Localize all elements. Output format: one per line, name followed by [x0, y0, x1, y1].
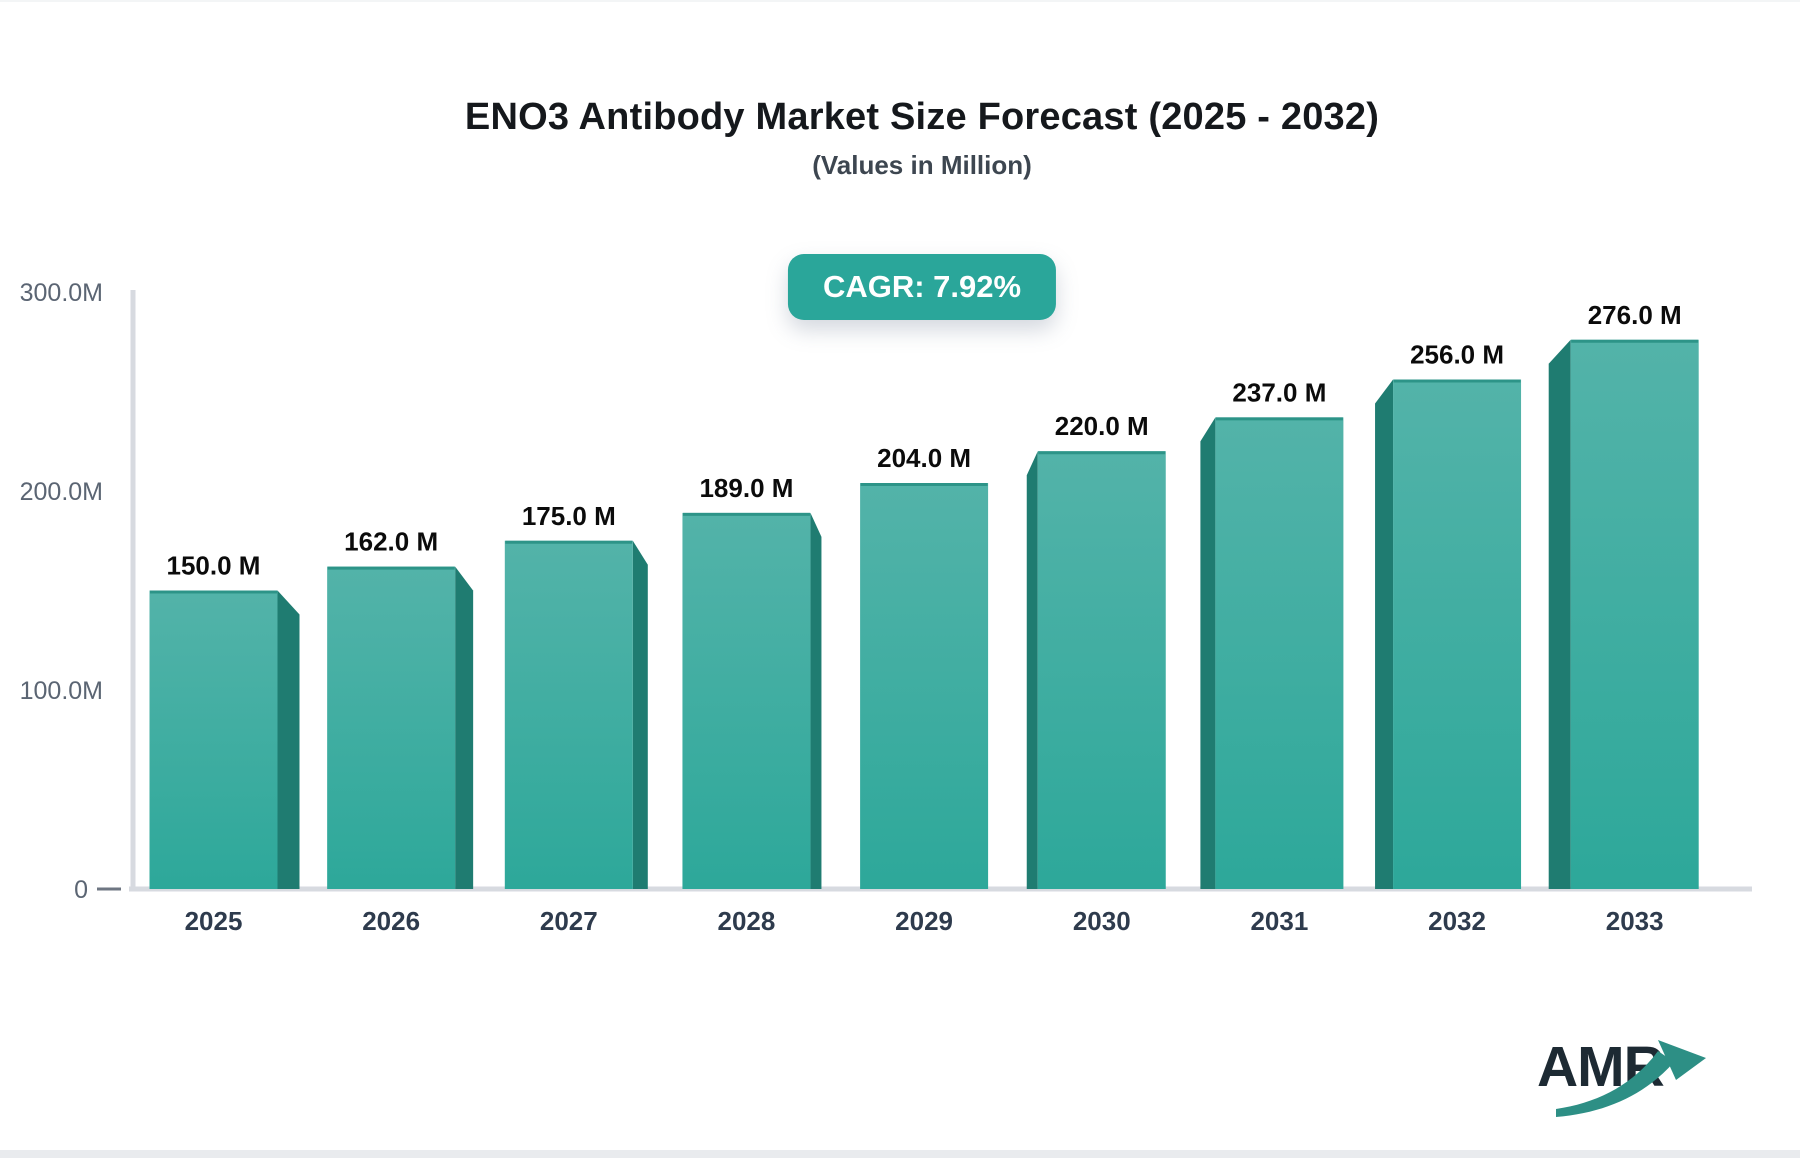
x-tick-label-2027: 2027 [540, 906, 598, 936]
x-tick-label-2032: 2032 [1428, 906, 1486, 936]
bar-2030 [1037, 451, 1166, 889]
bar-2032 [1393, 379, 1522, 889]
value-label-2033: 276.0 M [1588, 300, 1682, 330]
x-tick-label-2029: 2029 [895, 906, 953, 936]
x-tick-label-2028: 2028 [718, 906, 776, 936]
value-label-2029: 204.0 M [877, 443, 971, 473]
chart-title: ENO3 Antibody Market Size Forecast (2025… [464, 96, 1380, 138]
bar-side-2025 [277, 590, 300, 889]
x-tick-label-2030: 2030 [1073, 906, 1131, 936]
y-tick-label: 100.0M [20, 677, 103, 705]
x-tick-label-2026: 2026 [362, 906, 420, 936]
bar-side-2031 [1200, 417, 1216, 889]
value-label-2025: 150.0 M [167, 551, 261, 581]
y-tick-label: 200.0M [20, 478, 103, 506]
bar-2027 [504, 540, 633, 889]
bar-side-2030 [1026, 451, 1038, 889]
bar-side-2028 [810, 512, 822, 889]
bar-side-2033 [1548, 339, 1571, 889]
bar-2025 [149, 590, 278, 889]
chart-subtitle: (Values in Million) [812, 150, 1032, 180]
bar-2026 [327, 566, 456, 889]
bar-side-2026 [455, 566, 474, 889]
growth-arrow-icon [1556, 1040, 1706, 1117]
x-tick-label-2031: 2031 [1250, 906, 1308, 936]
bar-side-2032 [1375, 379, 1394, 889]
value-label-2028: 189.0 M [699, 473, 793, 503]
bar-2033 [1570, 339, 1699, 889]
bar-2031 [1215, 417, 1344, 889]
bar-2029 [860, 483, 989, 889]
value-label-2026: 162.0 M [344, 527, 438, 557]
bar-2028 [682, 512, 811, 889]
x-tick-label-2033: 2033 [1606, 906, 1664, 936]
y-tick-label: 300.0M [20, 279, 103, 307]
value-label-2030: 220.0 M [1055, 411, 1149, 441]
bottom-border [0, 1150, 1800, 1158]
value-label-2027: 175.0 M [522, 501, 616, 531]
bar-side-2027 [632, 540, 648, 889]
arrow-swoosh [1556, 1051, 1674, 1117]
cagr-badge: CAGR: 7.92% [787, 254, 1057, 320]
value-label-2031: 237.0 M [1232, 377, 1326, 407]
x-tick-label-2025: 2025 [185, 906, 243, 936]
value-label-2032: 256.0 M [1410, 340, 1504, 370]
arrow-head [1658, 1040, 1706, 1080]
amr-logo: AMR [1530, 1028, 1740, 1128]
y-tick-label: 0 [74, 876, 88, 904]
